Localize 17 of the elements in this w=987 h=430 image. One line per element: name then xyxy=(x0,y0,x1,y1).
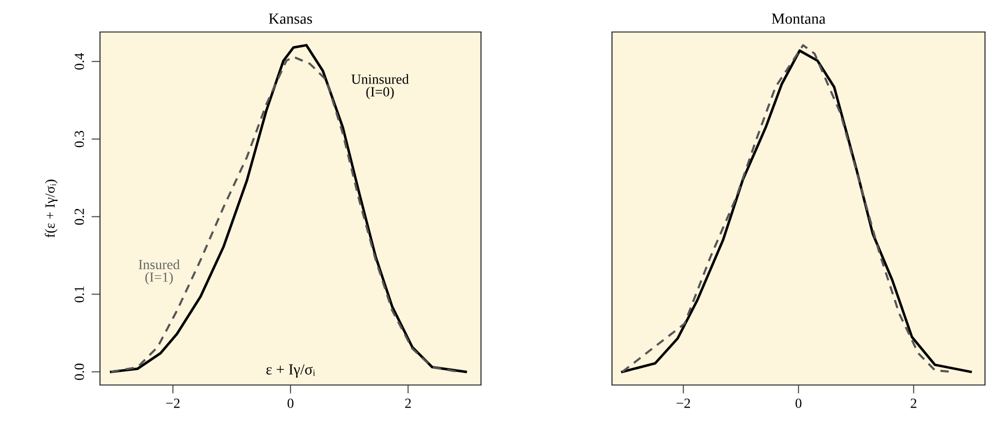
x-tick-label: −2 xyxy=(676,398,690,408)
x-tick-label: −2 xyxy=(166,398,180,408)
annotation: Insured (I=1) xyxy=(138,259,180,285)
annotation: Uninsured (I=0) xyxy=(351,74,409,100)
y-axis-title: f(ε + Iγ/σᵢ) xyxy=(44,180,58,238)
y-tick-label: 0.3 xyxy=(74,130,84,148)
y-tick-label: 0.1 xyxy=(74,286,84,302)
x-tick-label: 0 xyxy=(796,398,802,408)
x-tick-label: 2 xyxy=(405,398,411,408)
x-tick-label: 0 xyxy=(288,398,294,408)
x-tick-label: 2 xyxy=(910,398,916,408)
y-tick-label: 0.2 xyxy=(74,208,84,225)
chart-title: Kansas xyxy=(268,14,312,24)
y-tick-label: 0.0 xyxy=(74,364,84,380)
x-axis-title: ε + Iγ/σᵢ xyxy=(266,364,316,378)
y-tick-label: 0.4 xyxy=(74,53,84,70)
chart-title: Montana xyxy=(772,14,826,24)
